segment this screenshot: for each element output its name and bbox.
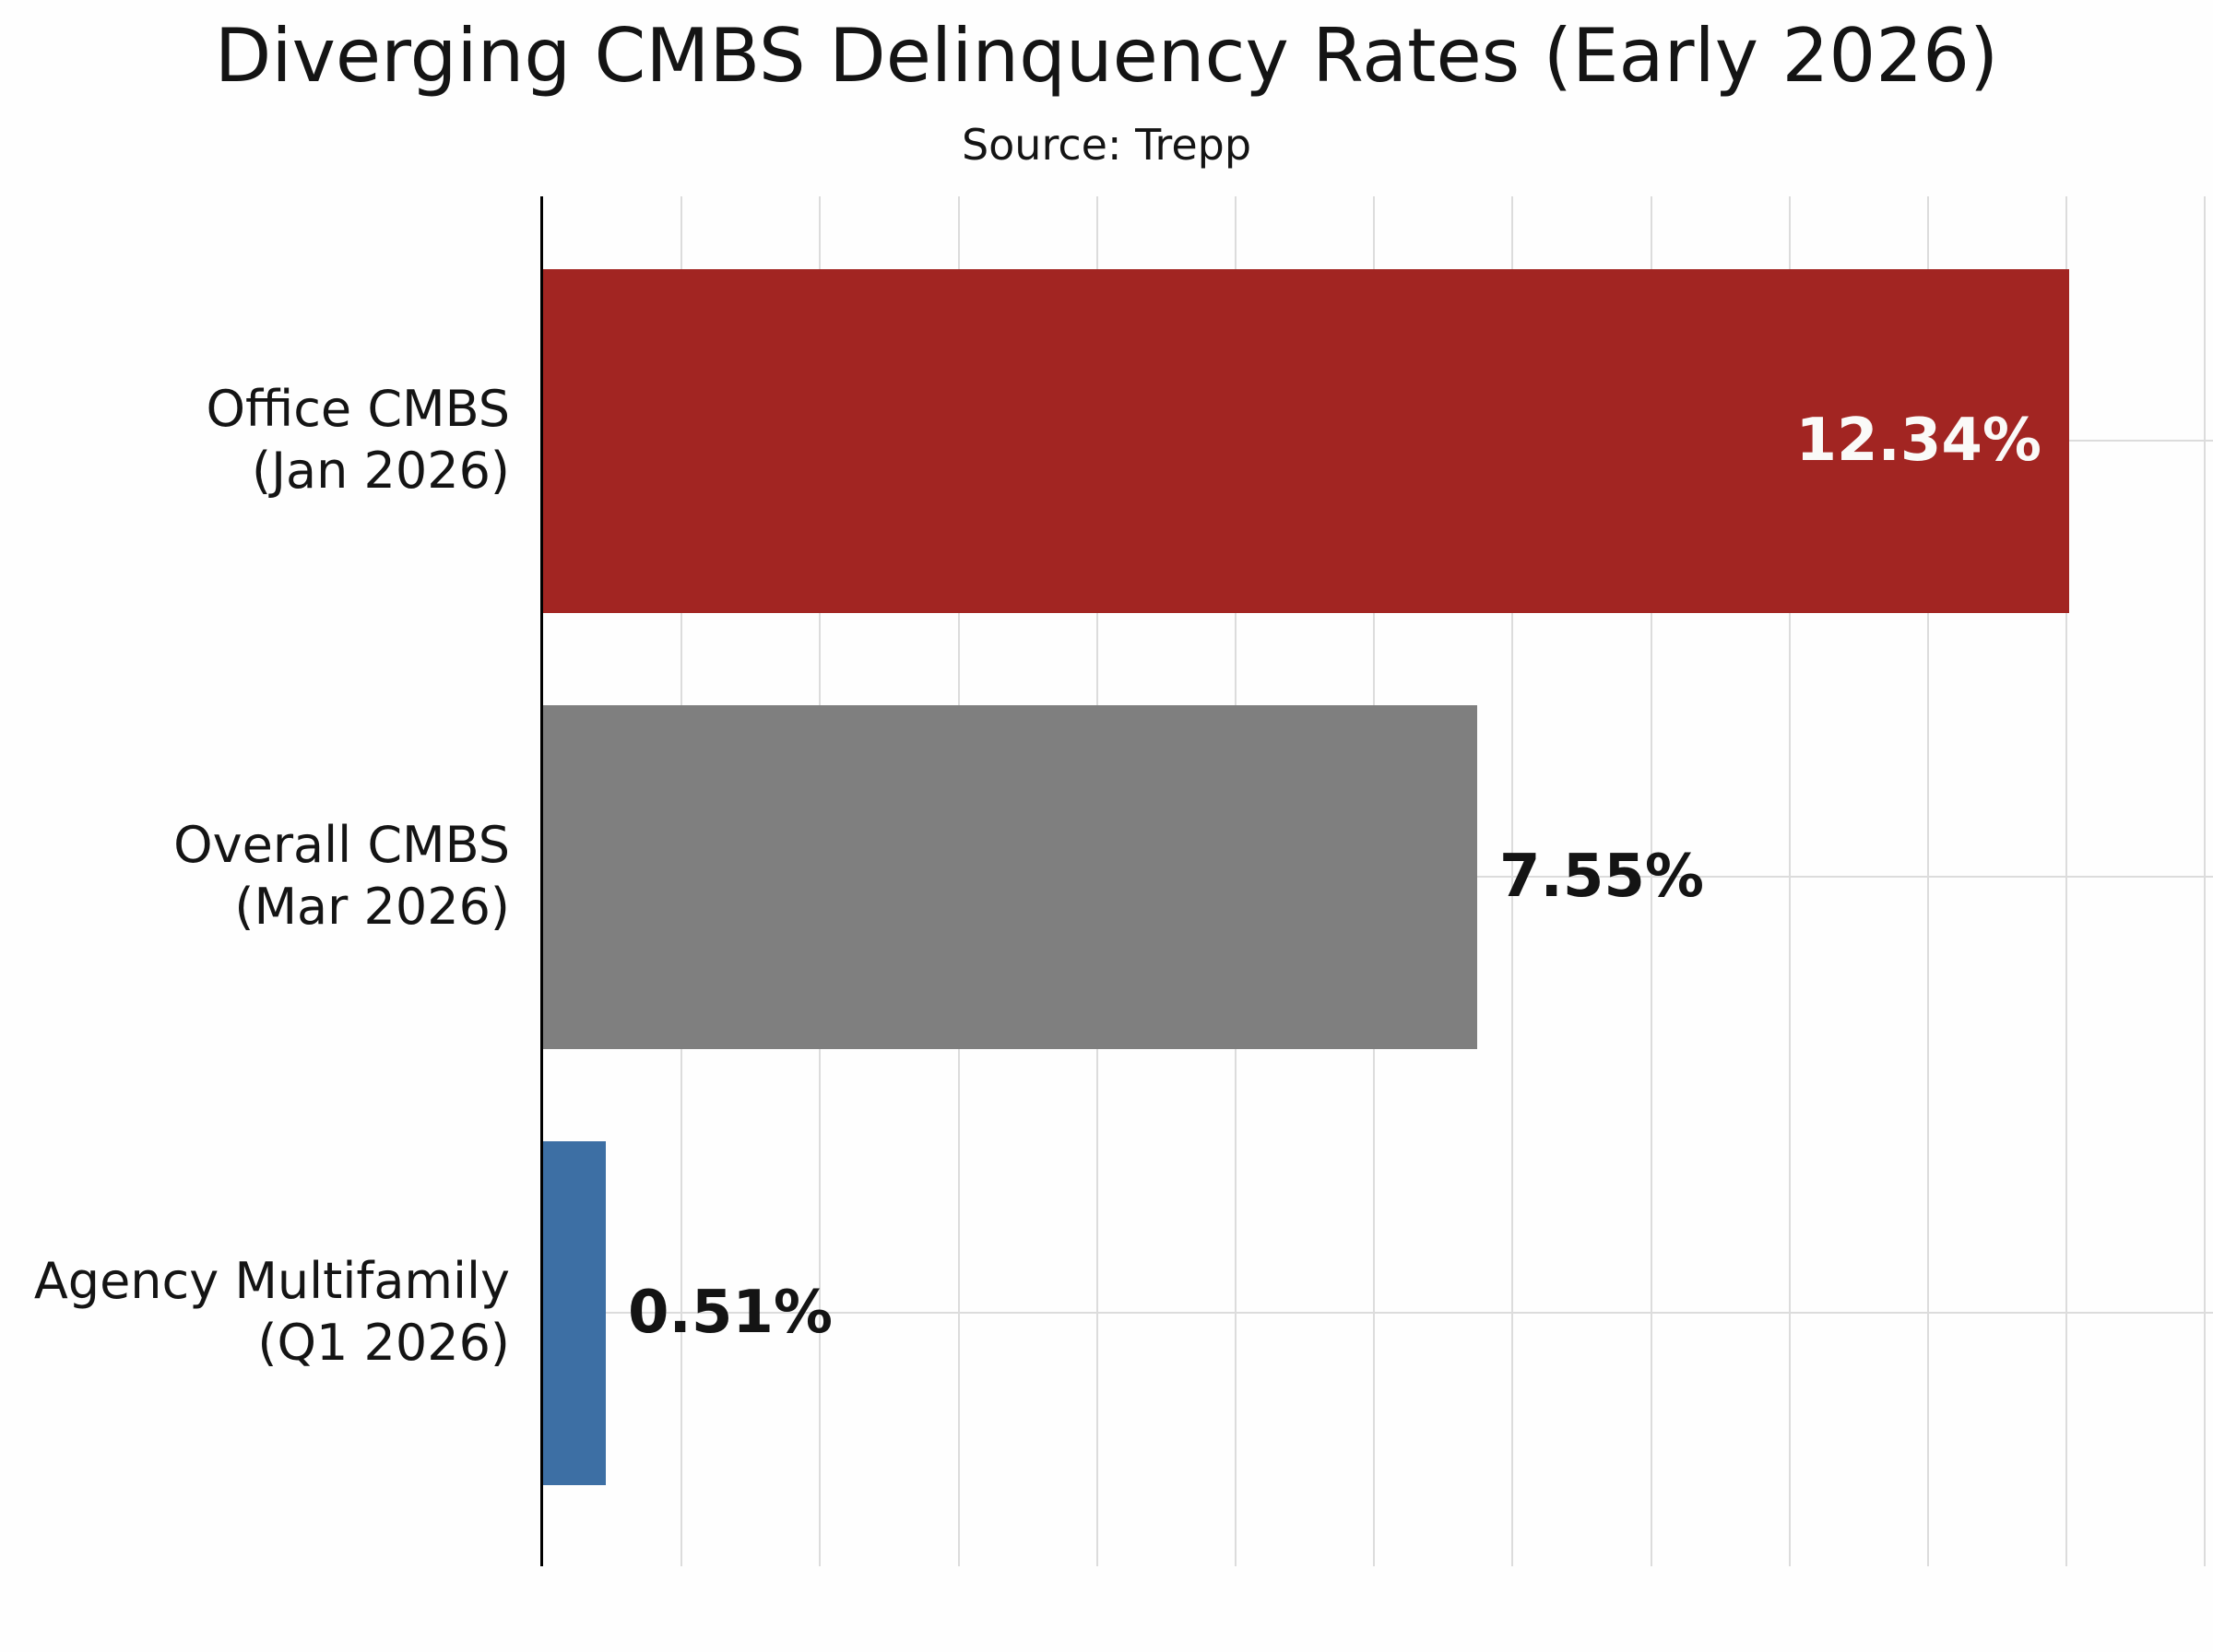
- category-label-line1: Office CMBS: [206, 380, 510, 439]
- value-label-agency-multifamily: 0.51%: [628, 1279, 834, 1347]
- value-label-overall-cmbs: 7.55%: [1499, 843, 1705, 911]
- category-label-line1: Overall CMBS: [173, 816, 510, 875]
- bar-overall-cmbs: [543, 704, 1477, 1049]
- vertical-gridline: [2065, 196, 2067, 1566]
- horizontal-gridline: [543, 1312, 2213, 1314]
- category-label-agency-multifamily: Agency Multifamily (Q1 2026): [34, 1251, 510, 1375]
- vertical-gridline: [2204, 196, 2206, 1566]
- vertical-gridline: [1927, 196, 1929, 1566]
- vertical-gridline: [1511, 196, 1513, 1566]
- category-label-office-cmbs: Office CMBS (Jan 2026): [207, 379, 510, 502]
- vertical-gridline: [1651, 196, 1652, 1566]
- category-label-line2: (Mar 2026): [234, 878, 510, 936]
- category-label-line1: Agency Multifamily: [33, 1252, 510, 1311]
- plot-area: 12.34% 7.55% 0.51%: [540, 196, 2213, 1566]
- vertical-gridline: [1789, 196, 1791, 1566]
- chart-title: Diverging CMBS Delinquency Rates (Early …: [214, 13, 1999, 99]
- chart-subtitle: Source: Trepp: [961, 120, 1252, 170]
- y-axis-spine: [540, 196, 543, 1566]
- category-label-line2: (Q1 2026): [257, 1314, 510, 1372]
- bar-office-cmbs: [543, 268, 2069, 613]
- category-label-overall-cmbs: Overall CMBS (Mar 2026): [173, 815, 510, 938]
- value-label-office-cmbs: 12.34%: [1795, 407, 2041, 475]
- bar-agency-multifamily: [543, 1140, 606, 1485]
- category-label-line2: (Jan 2026): [252, 442, 510, 500]
